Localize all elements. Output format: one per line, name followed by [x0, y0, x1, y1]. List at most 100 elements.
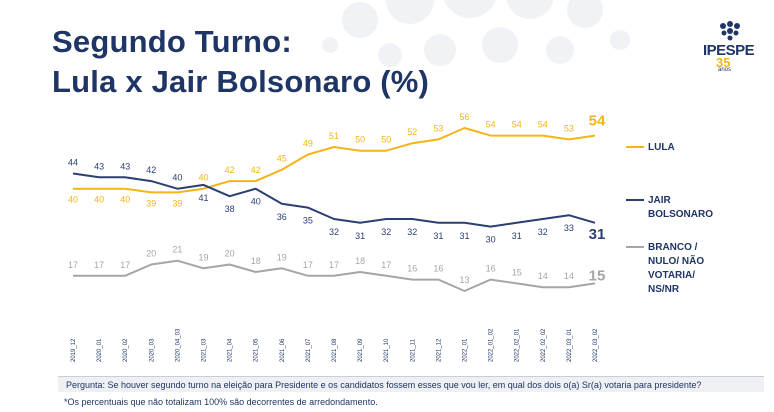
- data-label-bolsonaro: 44: [68, 157, 78, 167]
- legend-label-lula: LULA: [648, 142, 675, 153]
- x-tick-label: 2020_01: [97, 338, 103, 362]
- x-tick-label: 2021_07: [306, 338, 312, 362]
- data-label-bolsonaro: 31: [355, 231, 365, 241]
- data-label-bolsonaro: 40: [172, 173, 182, 183]
- x-tick-label: 2021_12: [436, 338, 442, 362]
- data-label-lula: 40: [94, 195, 104, 205]
- legend-label-line: BOLSONARO: [648, 209, 713, 220]
- data-label-branco: 17: [329, 260, 339, 270]
- footer-note: *Os percentuais que não totalizam 100% s…: [64, 397, 378, 407]
- data-label-branco: 17: [94, 260, 104, 270]
- data-label-bolsonaro: 31: [433, 231, 443, 241]
- data-label-lula: 40: [120, 195, 130, 205]
- title-line-1: Segundo Turno:: [52, 24, 292, 59]
- series-line-branco: [73, 259, 596, 292]
- legend-label-line: NULO/ NÃO: [648, 254, 704, 267]
- data-label-lula: 52: [407, 127, 417, 137]
- data-label-lula: 53: [564, 123, 574, 133]
- data-label-branco: 19: [277, 252, 287, 262]
- data-label-branco: 16: [486, 264, 496, 274]
- data-label-lula: 54: [589, 113, 606, 130]
- data-label-branco: 17: [303, 260, 313, 270]
- legend-label-line: BRANCO /: [648, 242, 698, 253]
- logo-anos-word: anos: [718, 67, 732, 73]
- data-label-bolsonaro: 33: [564, 223, 574, 233]
- x-tick-label: 2021_10: [384, 338, 390, 362]
- data-label-branco: 21: [172, 245, 182, 255]
- data-label-branco: 18: [355, 256, 365, 266]
- x-tick-label: 2021_03: [202, 338, 208, 362]
- data-label-branco: 17: [120, 260, 130, 270]
- data-label-branco: 19: [198, 252, 208, 262]
- legend-label-bolsonaro: JAIR BOLSONARO: [648, 195, 713, 220]
- page-title: Segundo Turno: Lula x Jair Bolsonaro (%): [52, 22, 429, 102]
- data-label-lula: 54: [486, 120, 496, 130]
- data-label-bolsonaro: 32: [538, 227, 548, 237]
- x-tick-label: 2022_02_01: [515, 328, 521, 362]
- data-label-branco: 20: [146, 248, 156, 258]
- data-label-branco: 18: [251, 256, 261, 266]
- data-label-lula: 49: [303, 139, 313, 149]
- data-label-bolsonaro: 36: [277, 212, 287, 222]
- x-tick-label: 2021_11: [410, 338, 416, 362]
- x-tick-label: 2020_03: [149, 338, 155, 362]
- data-label-bolsonaro: 38: [225, 204, 235, 214]
- data-label-branco: 13: [459, 275, 469, 285]
- data-label-lula: 39: [172, 198, 182, 208]
- data-label-bolsonaro: 32: [407, 227, 417, 237]
- data-label-lula: 54: [512, 120, 522, 130]
- x-tick-label: 2021_08: [332, 338, 338, 362]
- data-label-lula: 53: [433, 123, 443, 133]
- x-tick-label: 2020_02: [123, 338, 129, 362]
- x-tick-label: 2020_04_03: [175, 328, 181, 362]
- data-label-branco: 14: [538, 271, 548, 281]
- data-label-branco: 16: [407, 264, 417, 274]
- title-line-2: Lula x Jair Bolsonaro (%): [52, 64, 430, 99]
- logo-name: IPESPE: [703, 42, 755, 59]
- line-chart: 40 40 40 39 39 40 42 42 45 49 51 50 50 52 53 56 54 54 54 53…: [68, 112, 713, 362]
- x-tick-label: 2022_01_02: [489, 328, 495, 362]
- data-label-lula: 39: [146, 198, 156, 208]
- data-label-bolsonaro: 30: [486, 235, 496, 245]
- data-label-lula: 56: [459, 112, 469, 122]
- legend-label-branco: BRANCO / NULO/ NÃO VOTARIA/NS/NR: [648, 242, 704, 295]
- data-label-branco: 16: [433, 264, 443, 274]
- data-label-branco: 15: [512, 267, 522, 277]
- x-tick-label: 2022_03_01: [567, 328, 573, 362]
- x-tick-label: 2021_04: [228, 338, 234, 362]
- data-label-bolsonaro: 32: [381, 227, 391, 237]
- data-label-lula: 54: [538, 120, 548, 130]
- data-label-bolsonaro: 35: [303, 216, 313, 226]
- x-tick-label: 2021_06: [280, 338, 286, 362]
- data-label-bolsonaro: 40: [251, 197, 261, 207]
- data-label-lula: 51: [329, 131, 339, 141]
- x-tick-label: 2021_09: [358, 338, 364, 362]
- logo-anos-number: 35: [716, 55, 731, 70]
- data-label-lula: 50: [355, 135, 365, 145]
- data-label-branco: 14: [564, 271, 574, 281]
- data-label-lula: 42: [251, 165, 261, 175]
- legend-label-line: VOTARIA/: [648, 270, 695, 281]
- data-label-bolsonaro: 43: [94, 161, 104, 171]
- x-tick-label: 2022_03_02: [593, 328, 599, 362]
- data-label-bolsonaro: 42: [146, 165, 156, 175]
- data-label-bolsonaro: 31: [589, 226, 606, 243]
- data-label-branco: 20: [225, 248, 235, 258]
- series-line-bolsonaro: [72, 172, 596, 228]
- ipespe-logo-icon: [720, 21, 740, 41]
- data-label-bolsonaro: 32: [329, 227, 339, 237]
- x-tick-label: 2022_01: [463, 338, 469, 362]
- data-label-lula: 50: [381, 135, 391, 145]
- data-label-lula: 45: [277, 154, 287, 164]
- legend-label-line: JAIR: [648, 195, 672, 206]
- data-label-branco: 17: [381, 260, 391, 270]
- data-label-bolsonaro: 43: [120, 161, 130, 171]
- data-label-lula: 40: [68, 195, 78, 205]
- data-label-lula: 42: [225, 165, 235, 175]
- x-tick-label: 2019_12: [71, 338, 77, 362]
- series-line-lula: [73, 127, 596, 194]
- data-label-bolsonaro: 31: [512, 231, 522, 241]
- footer-question: Pergunta: Se houver segundo turno na ele…: [58, 376, 764, 392]
- data-label-lula: 40: [198, 173, 208, 183]
- data-label-bolsonaro: 41: [198, 193, 208, 203]
